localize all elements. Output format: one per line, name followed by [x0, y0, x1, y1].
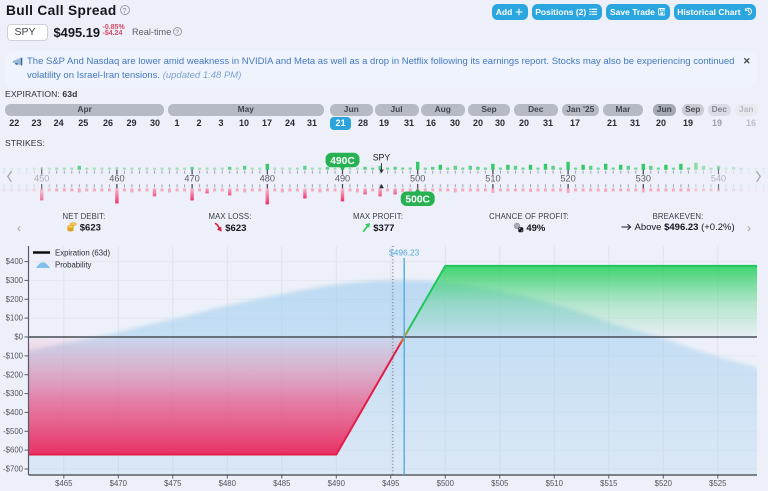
svg-text:-$100: -$100 — [3, 352, 24, 361]
svg-text:-$200: -$200 — [3, 370, 24, 379]
svg-text:$300: $300 — [6, 276, 24, 285]
svg-text:$520: $520 — [655, 479, 673, 488]
svg-text:Probability: Probability — [55, 261, 92, 270]
svg-text:$490: $490 — [328, 479, 346, 488]
svg-text:Expiration (63d): Expiration (63d) — [55, 249, 110, 258]
svg-text:510: 510 — [485, 174, 500, 184]
svg-text:$200: $200 — [6, 295, 24, 304]
svg-text:500: 500 — [410, 174, 425, 184]
svg-text:500C: 500C — [405, 195, 430, 206]
svg-text:$470: $470 — [110, 479, 128, 488]
svg-text:$100: $100 — [6, 314, 24, 323]
svg-text:-$600: -$600 — [3, 446, 24, 455]
svg-text:530: 530 — [636, 174, 651, 184]
svg-text:$465: $465 — [55, 479, 73, 488]
svg-text:$515: $515 — [600, 479, 618, 488]
svg-text:480: 480 — [260, 174, 275, 184]
svg-text:520: 520 — [560, 174, 575, 184]
svg-text:490C: 490C — [330, 156, 355, 167]
svg-text:$475: $475 — [164, 479, 182, 488]
svg-text:540: 540 — [711, 174, 726, 184]
svg-text:$485: $485 — [273, 479, 291, 488]
svg-text:450: 450 — [34, 174, 49, 184]
svg-text:-$300: -$300 — [3, 389, 24, 398]
svg-text:490: 490 — [335, 174, 350, 184]
svg-text:470: 470 — [184, 174, 199, 184]
svg-text:$480: $480 — [219, 479, 237, 488]
svg-text:-$400: -$400 — [3, 408, 24, 417]
svg-text:$400: $400 — [6, 257, 24, 266]
svg-text:$510: $510 — [546, 479, 564, 488]
svg-text:$505: $505 — [491, 479, 509, 488]
svg-text:$495: $495 — [382, 479, 400, 488]
svg-text:$500: $500 — [437, 479, 455, 488]
svg-text:$0: $0 — [14, 333, 23, 342]
svg-text:-$700: -$700 — [3, 465, 24, 474]
svg-text:460: 460 — [109, 174, 124, 184]
svg-text:SPY: SPY — [373, 153, 391, 163]
svg-text:$496.23: $496.23 — [389, 248, 420, 258]
svg-text:$525: $525 — [709, 479, 727, 488]
svg-text:-$500: -$500 — [3, 427, 24, 436]
